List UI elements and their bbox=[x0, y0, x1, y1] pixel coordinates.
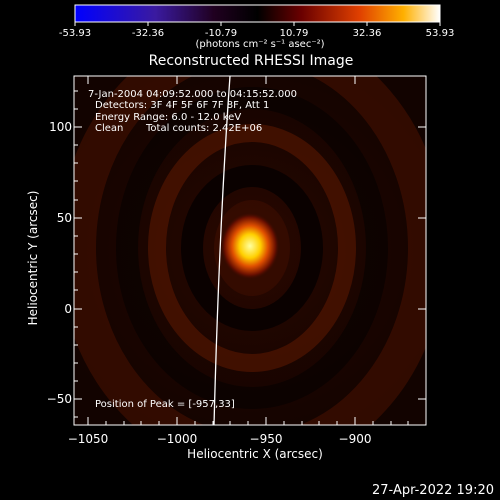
x-tick-label: −1000 bbox=[156, 432, 198, 446]
plot-frame bbox=[73, 75, 427, 426]
y-tick-label: −50 bbox=[46, 392, 72, 406]
x-tick-label: −900 bbox=[338, 432, 372, 446]
y-axis-label: Heliocentric Y (arcsec) bbox=[26, 190, 40, 326]
colorbar-units: (photons cm⁻² s⁻¹ asec⁻²) bbox=[195, 39, 325, 50]
colorbar bbox=[74, 4, 441, 23]
x-tick-label: −950 bbox=[249, 432, 283, 446]
colorbar-tick-label: -53.93 bbox=[58, 28, 92, 39]
flare-source bbox=[220, 212, 280, 280]
colorbar-tick-label: 53.93 bbox=[425, 28, 455, 39]
peak-position: Position of Peak = [-957,33] bbox=[95, 399, 235, 410]
axis-ticks bbox=[74, 76, 426, 425]
energy-range: Energy Range: 6.0 - 12.0 keV bbox=[95, 112, 242, 123]
solar-limb bbox=[213, 76, 231, 425]
rhessi-image bbox=[74, 76, 426, 425]
method: Clean bbox=[95, 123, 124, 134]
y-tick-label: 100 bbox=[49, 120, 72, 134]
total-counts: Total counts: 2.42E+06 bbox=[146, 123, 263, 134]
image-title: Reconstructed RHESSI Image bbox=[148, 53, 354, 69]
x-tick-label: −1050 bbox=[67, 432, 109, 446]
x-axis-label: Heliocentric X (arcsec) bbox=[187, 447, 323, 461]
colorbar-tick-label: -32.36 bbox=[131, 28, 165, 39]
colorbar-ticks bbox=[74, 22, 441, 26]
time-range: 7-Jan-2004 04:09:52.000 to 04:15:52.000 bbox=[88, 89, 297, 100]
colorbar-tick-label: 10.79 bbox=[279, 28, 309, 39]
y-tick-label: 0 bbox=[64, 302, 72, 316]
footer-date: 27-Apr-2022 19:20 bbox=[372, 483, 494, 498]
y-tick-label: 50 bbox=[56, 211, 72, 225]
colorbar-tick-label: -10.79 bbox=[204, 28, 238, 39]
colorbar-tick-label: 32.36 bbox=[352, 28, 382, 39]
detectors: Detectors: 3F 4F 5F 6F 7F 8F, Att 1 bbox=[95, 100, 270, 111]
